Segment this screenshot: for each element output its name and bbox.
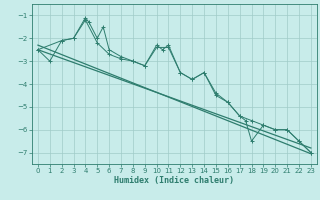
X-axis label: Humidex (Indice chaleur): Humidex (Indice chaleur) [115, 176, 234, 185]
